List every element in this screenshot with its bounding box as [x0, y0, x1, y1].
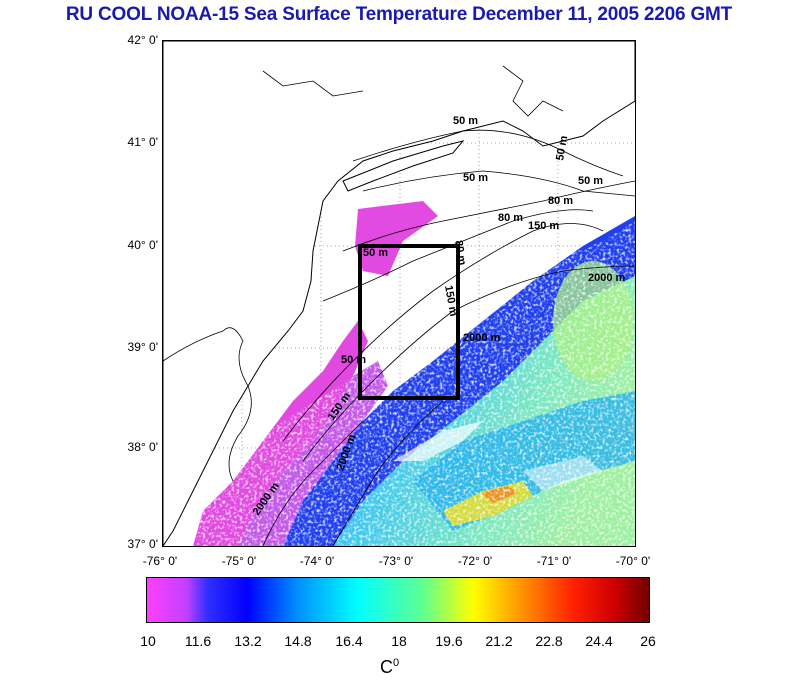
colorbar-label: 14.8 — [284, 633, 312, 649]
colorbar-svg — [147, 578, 649, 622]
contour-label: 50 m — [363, 247, 388, 259]
lat-label-38: 38° 0' — [127, 440, 158, 454]
study-area-box — [358, 244, 460, 400]
colorbar-label: 18 — [391, 633, 407, 649]
colorbar-label: 19.6 — [435, 633, 463, 649]
lon-label-75: -75° 0' — [221, 554, 257, 568]
contour-label: 80 m — [548, 195, 573, 207]
lon-label-70: -70° 0' — [615, 554, 651, 568]
contour-label: 50 m — [463, 172, 488, 184]
sst-map-svg: 50 m 50 m 50 m 80 m 80 m 150 m 2000 m 20… — [163, 41, 635, 546]
sst-map: 50 m 50 m 50 m 80 m 80 m 150 m 2000 m 20… — [162, 40, 636, 547]
map-title: RU COOL NOAA-15 Sea Surface Temperature … — [65, 4, 733, 25]
colorbar-label: 26 — [640, 633, 656, 649]
contour-labels: 50 m 50 m 50 m 80 m 80 m 150 m 2000 m 20… — [251, 115, 626, 518]
colorbar-label: 13.2 — [234, 633, 262, 649]
bathymetry-contours — [262, 129, 635, 546]
colorbar-label: 22.8 — [535, 633, 563, 649]
colorbar-label: 16.4 — [335, 633, 363, 649]
colorbar-unit: C0 — [380, 657, 399, 678]
lon-label-73: -73° 0' — [378, 554, 414, 568]
contour-label: 80 m — [498, 212, 523, 224]
colorbar-label: 24.4 — [585, 633, 613, 649]
lat-label-39: 39° 0' — [127, 340, 158, 354]
contour-label: 150 m — [442, 284, 459, 317]
contour-label: 50 m — [341, 354, 366, 366]
unit-text: C — [380, 657, 393, 677]
contour-label: 2000 m — [588, 272, 626, 284]
lat-label-40: 40° 0' — [127, 238, 158, 252]
colorbar-label: 21.2 — [485, 633, 513, 649]
lon-label-76: -76° 0' — [142, 554, 178, 568]
lon-label-71: -71° 0' — [536, 554, 572, 568]
contour-label: 150 m — [528, 220, 559, 232]
contour-label: 50 m — [554, 135, 570, 162]
contour-label: 2000 m — [463, 332, 501, 344]
lat-label-41: 41° 0' — [127, 135, 158, 149]
colorbar — [146, 577, 650, 623]
colorbar-label: 11.6 — [184, 633, 212, 649]
lat-label-37: 37° 0' — [127, 537, 158, 551]
unit-superscript: 0 — [393, 657, 400, 669]
lon-label-72: -72° 0' — [457, 554, 493, 568]
contour-label: 80 m — [452, 239, 468, 266]
land — [163, 41, 635, 546]
contour-label: 50 m — [453, 115, 478, 127]
contour-label: 50 m — [578, 175, 603, 187]
colorbar-label: 10 — [140, 633, 156, 649]
lon-label-74: -74° 0' — [299, 554, 335, 568]
lat-label-42: 42° 0' — [127, 33, 158, 47]
